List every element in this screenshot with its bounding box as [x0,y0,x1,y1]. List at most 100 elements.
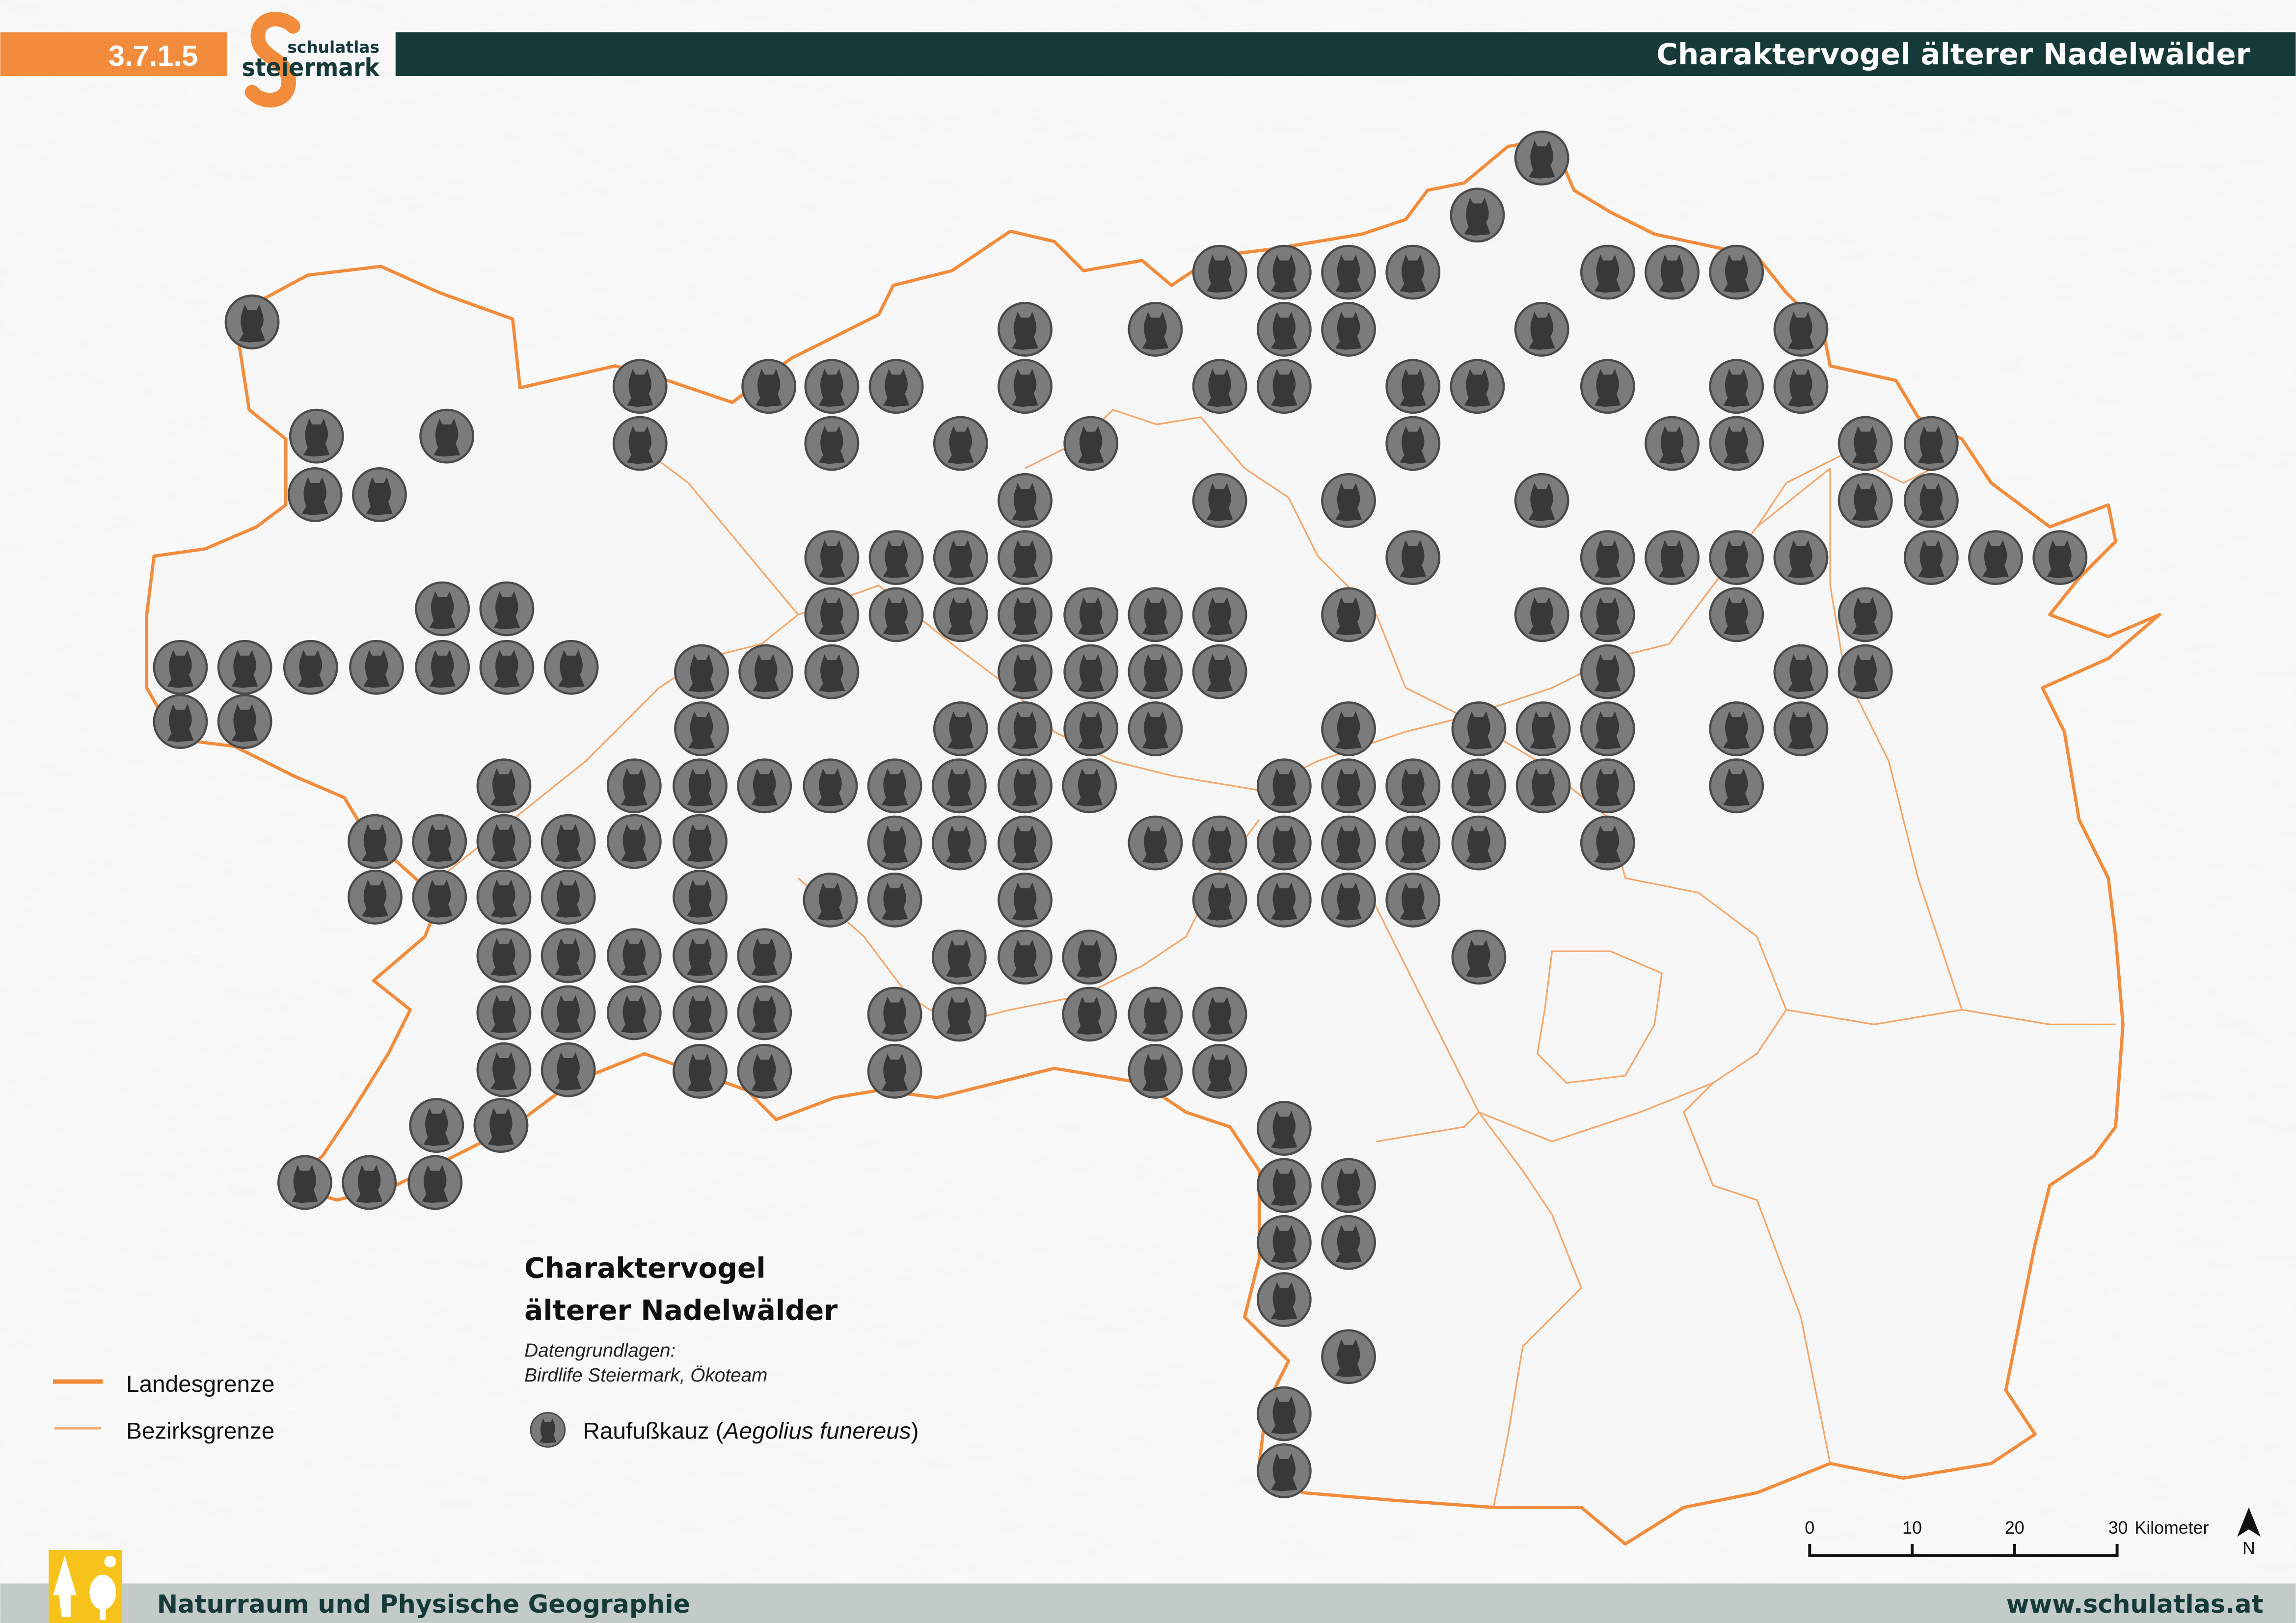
raufusskauz-marker [614,360,666,413]
north-label: N [2242,1539,2255,1558]
raufusskauz-marker [1063,988,1116,1040]
raufusskauz-marker [868,988,921,1040]
raufusskauz-marker [934,531,987,584]
logo-text-bottom: steiermark [242,53,380,82]
raufusskauz-marker [289,468,341,521]
raufusskauz-marker [1839,474,1891,527]
raufusskauz-marker [1193,246,1246,298]
raufusskauz-marker [999,931,1051,984]
raufusskauz-marker [1839,417,1891,470]
raufusskauz-marker [868,1045,921,1097]
raufusskauz-marker [542,986,594,1039]
raufusskauz-marker [1581,702,1634,755]
raufusskauz-marker [1646,246,1698,298]
raufusskauz-marker [1515,132,1568,184]
raufusskauz-marker [1129,817,1182,869]
raufusskauz-marker [806,531,858,584]
raufusskauz-marker [343,1156,395,1209]
raufusskauz-marker [1063,931,1116,984]
logo-s-mark [244,12,300,107]
north-arrow-icon [2237,1507,2261,1537]
raufusskauz-marker [804,760,857,812]
raufusskauz-marker [868,817,921,869]
raufusskauz-marker [1065,702,1117,755]
scale-unit: Kilometer [2134,1518,2209,1538]
raufusskauz-marker [1193,588,1246,641]
raufusskauz-marker [933,760,985,812]
raufusskauz-marker [226,295,278,348]
raufusskauz-marker [475,1099,527,1151]
raufusskauz-marker [999,360,1051,413]
raufusskauz-marker [1258,817,1310,869]
raufusskauz-marker [674,871,726,923]
raufusskauz-marker [478,1043,530,1096]
raufusskauz-marker [806,645,858,698]
header: 3.7.1.5 schulatlas steiermark Charakterv… [0,12,2296,107]
raufusskauz-marker [1387,817,1439,869]
raufusskauz-marker [870,531,922,584]
raufusskauz-marker [1581,531,1634,584]
raufusskauz-marker [738,1045,791,1097]
raufusskauz-marker [674,815,726,868]
raufusskauz-marker [542,930,594,982]
raufusskauz-marker [933,988,985,1040]
raufusskauz-marker [1258,246,1310,298]
footer-website[interactable]: www.schulatlas.at [2006,1590,2264,1619]
raufusskauz-marker [1515,474,1568,527]
owl-icon [530,1412,566,1448]
raufusskauz-marker [353,468,405,521]
raufusskauz-marker [806,360,858,413]
forest-sun-icon [49,1549,122,1623]
raufusskauz-marker [999,474,1051,527]
raufusskauz-marker [738,760,791,812]
title-bar [395,32,2296,77]
raufusskauz-marker [999,874,1051,926]
raufusskauz-marker [1710,246,1763,298]
raufusskauz-marker [675,702,728,755]
raufusskauz-marker [804,874,857,926]
raufusskauz-marker [674,930,726,982]
raufusskauz-marker [1775,303,1827,355]
raufusskauz-marker [481,641,533,693]
footer-bar [0,1583,2296,1623]
raufusskauz-marker [1258,1273,1310,1326]
raufusskauz-marker [1517,702,1569,755]
raufusskauz-marker [999,817,1051,869]
raufusskauz-marker [1387,531,1439,584]
raufusskauz-marker [1258,1387,1310,1440]
raufusskauz-marker [409,1156,461,1209]
footer-category: Naturraum und Physische Geographie [157,1590,690,1619]
raufusskauz-marker [1258,874,1310,926]
raufusskauz-marker [1129,645,1182,698]
species-label: Raufußkauz (Aegolius funereus) [583,1418,918,1444]
raufusskauz-marker [933,817,985,869]
raufusskauz-marker [1322,702,1375,755]
raufusskauz-marker [410,1099,463,1151]
raufusskauz-marker [416,583,469,635]
raufusskauz-marker [999,645,1051,698]
raufusskauz-marker [1453,817,1505,869]
raufusskauz-marker [1710,531,1763,584]
raufusskauz-marker [999,588,1051,641]
raufusskauz-marker [1453,931,1505,984]
raufusskauz-marker [614,417,666,470]
scale-tick-20: 20 [2005,1518,2025,1538]
raufusskauz-marker [349,871,401,923]
raufusskauz-marker [413,871,466,923]
raufusskauz-marker [154,695,207,747]
raufusskauz-marker [1322,1330,1375,1383]
legend-title-line1: Charaktervogel [524,1252,766,1284]
scale-tick-30: 30 [2108,1518,2128,1538]
raufusskauz-marker [1581,760,1634,812]
raufusskauz-marker [1322,817,1375,869]
legend: Charaktervogel älterer Nadelwälder Daten… [53,1252,919,1448]
raufusskauz-marker [1646,417,1698,470]
raufusskauz-marker [478,986,530,1039]
raufusskauz-marker [542,815,594,868]
raufusskauz-marker [154,641,207,693]
source-text: Birdlife Steiermark, Ökoteam [524,1365,767,1386]
raufusskauz-marker [934,588,987,641]
raufusskauz-marker [1065,588,1117,641]
raufusskauz-marker [1581,246,1634,298]
raufusskauz-marker [1451,189,1504,241]
